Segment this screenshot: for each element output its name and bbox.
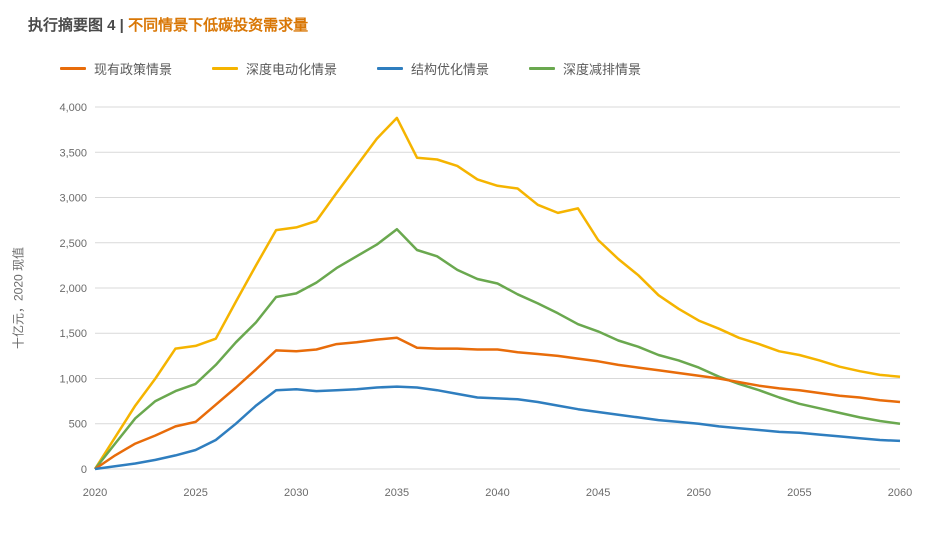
x-tick-label: 2025: [183, 487, 207, 499]
legend-label: 深度减排情景: [563, 59, 641, 78]
y-axis-label: 十亿元，2020 现值: [10, 247, 27, 349]
title-main: 不同情景下低碳投资需求量: [128, 17, 308, 34]
y-tick-label: 2,500: [59, 238, 87, 250]
legend: 现有政策情景 深度电动化情景 结构优化情景 深度减排情景: [0, 41, 952, 88]
series-line: [95, 387, 900, 469]
series-line: [95, 338, 900, 469]
y-tick-label: 0: [81, 464, 87, 476]
x-tick-label: 2050: [687, 487, 711, 499]
y-tick-label: 1,500: [59, 328, 87, 340]
y-tick-label: 2,000: [59, 283, 87, 295]
y-tick-label: 3,000: [59, 193, 87, 205]
legend-swatch: [529, 67, 555, 70]
legend-item: 结构优化情景: [377, 59, 489, 78]
y-tick-label: 4,000: [59, 102, 87, 114]
x-tick-label: 2045: [586, 487, 610, 499]
legend-swatch: [377, 67, 403, 70]
legend-label: 深度电动化情景: [246, 59, 337, 78]
legend-item: 现有政策情景: [60, 59, 172, 78]
x-tick-label: 2060: [888, 487, 912, 499]
legend-label: 结构优化情景: [411, 59, 489, 78]
chart-area: 十亿元，2020 现值 05001,0001,5002,0002,5003,00…: [40, 88, 920, 508]
legend-label: 现有政策情景: [94, 59, 172, 78]
y-tick-label: 1,000: [59, 373, 87, 385]
y-tick-label: 3,500: [59, 147, 87, 159]
x-tick-label: 2055: [787, 487, 811, 499]
legend-item: 深度减排情景: [529, 59, 641, 78]
legend-item: 深度电动化情景: [212, 59, 337, 78]
legend-swatch: [60, 67, 86, 70]
line-chart: 0 500 1,000 1,500 2,000 2,500 3,000 3,500 4,000 2…: [40, 88, 920, 508]
chart-title: 执行摘要图 4 | 不同情景下低碳投资需求量: [0, 0, 952, 41]
title-prefix: 执行摘要图 4: [28, 17, 116, 34]
x-tick-label: 2040: [485, 487, 509, 499]
title-separator: |: [116, 17, 129, 34]
x-tick-label: 2035: [385, 487, 409, 499]
y-tick-label: 500: [69, 419, 87, 431]
series-line: [95, 118, 900, 469]
legend-swatch: [212, 67, 238, 70]
x-tick-label: 2020: [83, 487, 107, 499]
x-tick-label: 2030: [284, 487, 308, 499]
